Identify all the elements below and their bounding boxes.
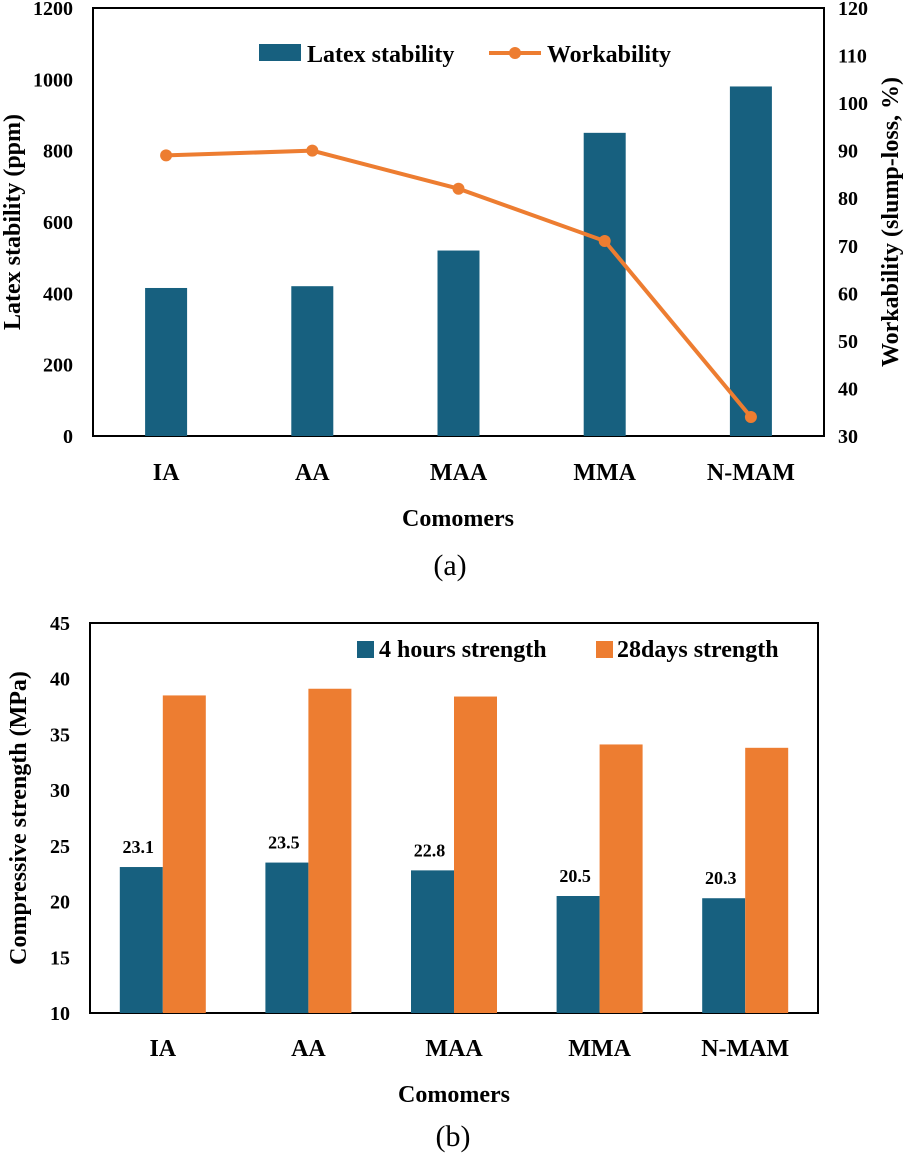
y2-tick-label: 80 xyxy=(838,188,858,210)
y-tick-label: 45 xyxy=(50,613,70,635)
bar-latex-stability-mma xyxy=(583,132,626,437)
x-tick-label-ia: IA xyxy=(149,1036,176,1062)
y2-tick-label: 30 xyxy=(838,426,858,448)
legend-swatch-28days-strength xyxy=(596,641,613,658)
y-tick-label: 35 xyxy=(50,724,70,746)
y2-tick-label: 50 xyxy=(838,331,858,353)
chart-b: 23.1 23.5 22.8 20.5 20.3 10 15 20 25 30 35 40 45 IA… xyxy=(6,613,819,1153)
panel-label-a: (a) xyxy=(433,549,466,582)
x-tick-label-aa: AA xyxy=(295,460,330,486)
y2-tick-label: 70 xyxy=(838,236,858,258)
bar-4-hours-strength-n-mam xyxy=(702,898,746,1013)
bar-28days-strength-maa xyxy=(454,696,497,1013)
x-tick-label-maa: MAA xyxy=(425,1036,483,1062)
chart-a-y-axis-title: Latex stability (ppm) xyxy=(0,114,26,330)
point-workability-ia xyxy=(160,149,173,162)
bar-4-hours-strength-maa xyxy=(411,870,454,1013)
legend-swatch-4-hours-strength xyxy=(357,641,374,658)
point-workability-maa xyxy=(452,182,465,195)
y2-tick-label: 40 xyxy=(838,378,858,400)
data-label-4-hours-strength-ia: 23.1 xyxy=(123,837,155,857)
x-tick-label-n-mam: N-MAM xyxy=(701,1036,789,1062)
bar-4-hours-strength-ia xyxy=(119,867,163,1013)
y-tick-label: 400 xyxy=(43,283,73,305)
y-tick-label: 30 xyxy=(50,780,70,802)
legend-marker-workability xyxy=(509,47,521,59)
point-workability-aa xyxy=(306,144,319,157)
legend-label-workability: Workability xyxy=(547,42,671,68)
y-tick-label: 800 xyxy=(43,141,73,163)
bar-4-hours-strength-mma xyxy=(556,896,600,1013)
panel-label-b: (b) xyxy=(436,1120,471,1153)
chart-a-legend: Latex stability Workability xyxy=(259,42,671,68)
bar-28days-strength-mma xyxy=(599,744,643,1013)
chart-b-legend: 4 hours strength 28days strength xyxy=(357,637,779,663)
y-tick-label: 0 xyxy=(63,426,73,448)
y2-tick-label: 110 xyxy=(838,46,867,68)
x-tick-label-ia: IA xyxy=(153,460,180,486)
data-label-4-hours-strength-aa: 23.5 xyxy=(268,833,300,853)
x-tick-label-mma: MMA xyxy=(573,460,636,486)
bar-28days-strength-aa xyxy=(308,688,352,1013)
y-tick-label: 10 xyxy=(50,1003,70,1025)
x-tick-label-n-mam: N-MAM xyxy=(707,460,795,486)
bar-latex-stability-aa xyxy=(291,286,334,436)
bar-28days-strength-ia xyxy=(162,695,206,1013)
legend-swatch-latex-stability xyxy=(259,44,301,61)
y2-tick-label: 100 xyxy=(838,93,868,115)
chart-b-x-axis-title: Comomers xyxy=(398,1082,510,1108)
bar-latex-stability-ia xyxy=(145,287,188,436)
chart-b-y-axis-title: Compressive strength (MPa) xyxy=(6,671,32,965)
legend-label-4-hours-strength: 4 hours strength xyxy=(379,637,547,663)
chart-a: 0 200 400 600 800 1000 1200 30 40 50 60 70 80 90 100 1… xyxy=(0,0,904,582)
y-tick-label: 200 xyxy=(43,355,73,377)
x-tick-label-mma: MMA xyxy=(568,1036,631,1062)
legend-label-28days-strength: 28days strength xyxy=(617,637,779,663)
point-workability-n-mam xyxy=(744,410,757,423)
y-tick-label: 25 xyxy=(50,836,70,858)
y-tick-label: 1200 xyxy=(33,0,73,20)
y-tick-label: 15 xyxy=(50,947,70,969)
legend-label-latex-stability: Latex stability xyxy=(307,42,454,68)
bar-4-hours-strength-aa xyxy=(265,862,309,1013)
y-tick-label: 40 xyxy=(50,669,70,691)
data-label-4-hours-strength-mma: 20.5 xyxy=(559,866,591,886)
point-workability-mma xyxy=(598,235,611,248)
data-label-4-hours-strength-maa: 22.8 xyxy=(414,840,446,860)
y-tick-label: 1000 xyxy=(33,69,73,91)
bar-latex-stability-maa xyxy=(437,250,480,436)
y2-tick-label: 90 xyxy=(838,141,858,163)
y2-tick-label: 120 xyxy=(838,0,868,20)
y-tick-label: 600 xyxy=(43,212,73,234)
y-tick-label: 20 xyxy=(50,892,70,914)
y2-tick-label: 60 xyxy=(838,283,858,305)
chart-a-y2-axis-title: Workability (slump-loss, %) xyxy=(878,77,904,367)
data-label-4-hours-strength-n-mam: 20.3 xyxy=(705,868,737,888)
chart-a-x-axis-title: Comomers xyxy=(402,506,514,532)
x-tick-label-aa: AA xyxy=(291,1036,326,1062)
bar-latex-stability-n-mam xyxy=(729,86,772,436)
bar-28days-strength-n-mam xyxy=(745,747,789,1013)
x-tick-label-maa: MAA xyxy=(430,460,488,486)
